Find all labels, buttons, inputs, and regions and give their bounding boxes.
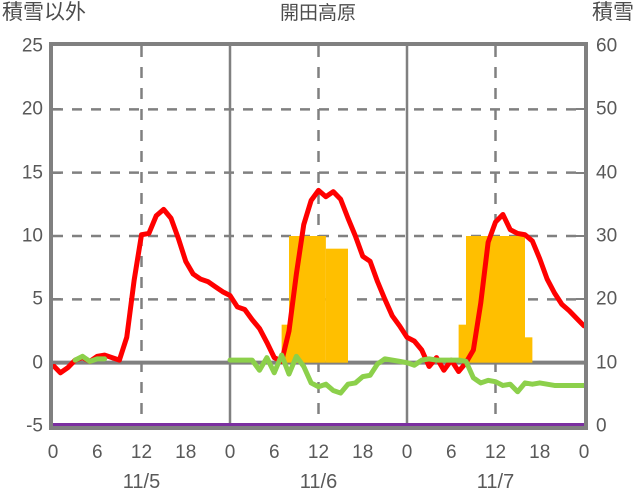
bar xyxy=(325,248,348,363)
y-axis-tick-left: 10 xyxy=(21,225,43,247)
y-tick-mark xyxy=(53,108,61,111)
y-tick-mark-right xyxy=(576,171,584,174)
chart-title: 開田高原 xyxy=(279,3,356,24)
y-tick-mark xyxy=(53,298,61,301)
plot-area xyxy=(49,42,588,430)
y-axis-tick-left: 25 xyxy=(21,35,43,57)
chart-canvas xyxy=(53,46,584,426)
x-axis-tick: 12 xyxy=(130,442,153,463)
y-axis-tick-left: 5 xyxy=(32,288,43,310)
y-axis-tick-right: 10 xyxy=(596,352,618,374)
x-axis-tick: 0 xyxy=(47,442,59,463)
y-tick-mark xyxy=(53,235,61,237)
y-axis-tick-left: 0 xyxy=(32,352,43,374)
y-tick-mark-right xyxy=(576,108,584,111)
y-tick-mark-right xyxy=(576,361,584,364)
y-axis-tick-left: 20 xyxy=(21,98,43,120)
x-axis-tick: 18 xyxy=(529,442,551,463)
x-axis-tick: 18 xyxy=(352,442,374,463)
x-axis-tick: 6 xyxy=(91,442,103,463)
right-axis-title: 積雪 xyxy=(592,1,634,24)
x-axis-tick: 18 xyxy=(175,442,197,463)
x-axis-tick: 0 xyxy=(401,442,413,463)
y-axis-tick-right: 0 xyxy=(596,415,607,437)
series-line xyxy=(72,352,584,396)
x-axis-tick: 0 xyxy=(578,442,590,463)
y-axis-tick-left: 15 xyxy=(21,162,43,184)
x-axis-tick: 12 xyxy=(484,442,507,463)
y-tick-mark-right xyxy=(576,235,584,237)
bar xyxy=(458,324,466,363)
x-axis-tick: 12 xyxy=(307,442,330,463)
y-axis-tick-right: 40 xyxy=(596,162,618,184)
x-axis-day-label: 11/7 xyxy=(476,471,515,493)
x-axis-tick: 6 xyxy=(445,442,457,463)
y-axis-tick-right: 20 xyxy=(596,288,618,310)
x-axis-tick: 6 xyxy=(268,442,280,463)
left-axis-title: 積雪以外 xyxy=(2,1,86,24)
y-axis-tick-right: 50 xyxy=(596,98,618,120)
y-tick-mark xyxy=(53,171,61,174)
y-tick-mark-right xyxy=(576,298,584,301)
series-line xyxy=(53,187,584,376)
y-axis-tick-left: -5 xyxy=(26,415,43,437)
bar xyxy=(525,337,533,363)
y-axis-tick-right: 30 xyxy=(596,225,618,247)
y-tick-mark xyxy=(53,361,61,364)
y-axis-tick-right: 60 xyxy=(596,35,618,57)
x-axis-day-label: 11/6 xyxy=(299,471,338,493)
x-axis-tick: 0 xyxy=(224,442,236,463)
x-axis-day-label: 11/5 xyxy=(122,471,161,493)
